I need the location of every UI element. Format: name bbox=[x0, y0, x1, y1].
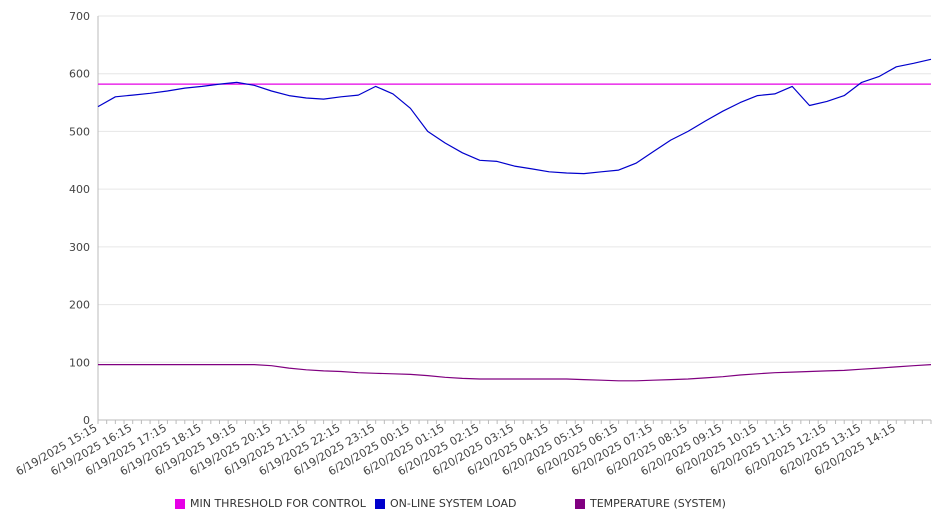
y-tick-label: 600 bbox=[69, 68, 90, 81]
legend-label-system-load: ON-LINE SYSTEM LOAD bbox=[390, 497, 517, 510]
legend-swatch-min-threshold bbox=[175, 498, 185, 509]
legend-swatch-system-load bbox=[375, 498, 385, 509]
legend-swatch-temperature bbox=[575, 498, 585, 509]
legend-item-min-threshold: MIN THRESHOLD FOR CONTROL bbox=[175, 497, 366, 510]
series-line-2 bbox=[98, 364, 932, 382]
chart-series bbox=[97, 58, 932, 382]
x-axis: 6/19/2025 15:156/19/2025 16:156/19/2025 … bbox=[14, 420, 932, 478]
series-line-1 bbox=[97, 58, 932, 175]
legend-item-system-load: ON-LINE SYSTEM LOAD bbox=[375, 497, 516, 510]
y-tick-label: 200 bbox=[69, 299, 90, 312]
legend-item-temperature: TEMPERATURE (SYSTEM) bbox=[575, 497, 726, 510]
y-axis: 0 100 200 300 400 500 600 700 bbox=[69, 10, 90, 427]
legend-label-temperature: TEMPERATURE (SYSTEM) bbox=[590, 497, 726, 510]
y-tick-label: 500 bbox=[69, 125, 90, 138]
chart-grid bbox=[97, 15, 931, 421]
y-tick-label: 300 bbox=[69, 241, 90, 254]
y-tick-label: 0 bbox=[83, 414, 90, 427]
y-tick-label: 400 bbox=[69, 183, 90, 196]
y-tick-label: 100 bbox=[69, 356, 90, 369]
legend-label-min-threshold: MIN THRESHOLD FOR CONTROL bbox=[190, 497, 366, 510]
chart-legend: MIN THRESHOLD FOR CONTROL ON-LINE SYSTEM… bbox=[0, 497, 946, 515]
y-tick-label: 700 bbox=[69, 10, 90, 23]
